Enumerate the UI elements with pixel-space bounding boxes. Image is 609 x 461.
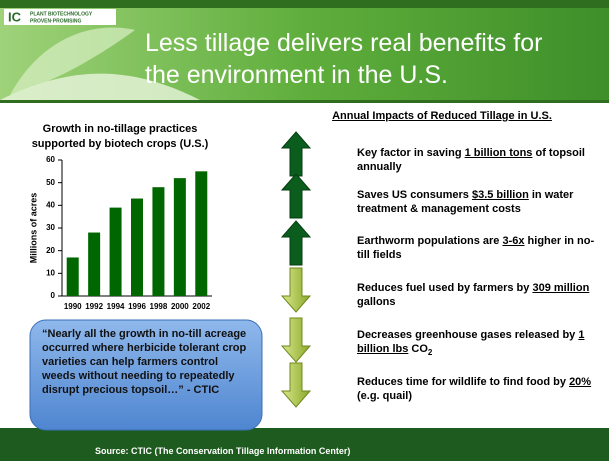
text-segment: $3.5 billion	[472, 189, 529, 201]
up-arrow	[282, 221, 310, 265]
header-rule	[0, 100, 609, 103]
y-tick-label: 10	[46, 268, 55, 277]
text-segment: 20%	[569, 376, 591, 388]
bar	[110, 208, 122, 296]
up-arrow	[282, 132, 310, 176]
y-tick-label: 30	[46, 223, 55, 232]
chart-title: supported by biotech crops (U.S.)	[32, 138, 209, 150]
down-arrow	[282, 318, 310, 362]
x-tick-label: 1996	[128, 302, 146, 311]
down-arrow	[282, 268, 310, 312]
bar	[88, 233, 100, 296]
bar	[131, 199, 143, 296]
up-arrow	[282, 174, 310, 218]
impact-text: Reduces fuel used by farmers by 309 mill…	[357, 281, 597, 309]
logo-mark: IC	[8, 9, 22, 24]
text-segment: Reduces time for wildlife to find food b…	[357, 376, 569, 388]
impact-text: Reduces time for wildlife to find food b…	[357, 375, 597, 403]
x-tick-label: 2002	[192, 302, 210, 311]
logo-text: PROVEN·PROMISING	[30, 18, 82, 24]
bar	[67, 257, 79, 296]
text-segment: 309 million	[532, 282, 589, 294]
title-line: the environment in the U.S.	[145, 59, 542, 91]
text-segment: 2	[428, 348, 432, 357]
impact-text: Saves US consumers $3.5 billion in water…	[357, 188, 597, 216]
y-tick-label: 60	[46, 155, 55, 164]
text-segment: Key factor in saving	[357, 147, 465, 159]
text-segment: Reduces fuel used by farmers by	[357, 282, 532, 294]
bar	[195, 171, 207, 296]
logo-text: PLANT BIOTECHNOLOGY	[30, 11, 93, 17]
x-tick-label: 1998	[150, 302, 168, 311]
quote: “Nearly all the growth in no-till acreag…	[42, 327, 254, 397]
y-tick-label: 20	[46, 246, 55, 255]
bar	[174, 178, 186, 296]
top-strip	[0, 0, 609, 8]
bar	[152, 187, 164, 296]
y-axis-label: Millions of acres	[28, 193, 38, 264]
y-tick-label: 40	[46, 200, 55, 209]
x-tick-label: 1994	[107, 302, 125, 311]
text-segment: 3-6x	[502, 235, 524, 247]
text-segment: Decreases greenhouse gases released by	[357, 329, 578, 341]
text-segment: gallons	[357, 296, 396, 308]
y-tick-label: 50	[46, 178, 55, 187]
impact-text: Key factor in saving 1 billion tons of t…	[357, 146, 597, 174]
chart-title: Growth in no-tillage practices	[43, 123, 198, 135]
impact-text: Decreases greenhouse gases released by 1…	[357, 328, 597, 360]
x-tick-label: 1990	[64, 302, 82, 311]
title-line: Less tillage delivers real benefits for	[145, 27, 542, 59]
text-segment: 1 billion tons	[465, 147, 533, 159]
y-tick-label: 0	[51, 291, 56, 300]
x-tick-label: 1992	[85, 302, 103, 311]
text-segment: Saves US consumers	[357, 189, 472, 201]
text-segment: CO	[408, 343, 428, 355]
slide: IC PLANT BIOTECHNOLOGY PROVEN·PROMISING …	[0, 0, 609, 461]
footer-band	[0, 428, 609, 461]
impacts-heading: Annual Impacts of Reduced Tillage in U.S…	[282, 110, 602, 122]
down-arrow	[282, 363, 310, 407]
x-tick-label: 2000	[171, 302, 189, 311]
text-segment: Earthworm populations are	[357, 235, 502, 247]
source: Source: CTIC (The Conservation Tillage I…	[95, 446, 350, 456]
impact-text: Earthworm populations are 3-6x higher in…	[357, 234, 597, 262]
text-segment: (e.g. quail)	[357, 390, 412, 402]
